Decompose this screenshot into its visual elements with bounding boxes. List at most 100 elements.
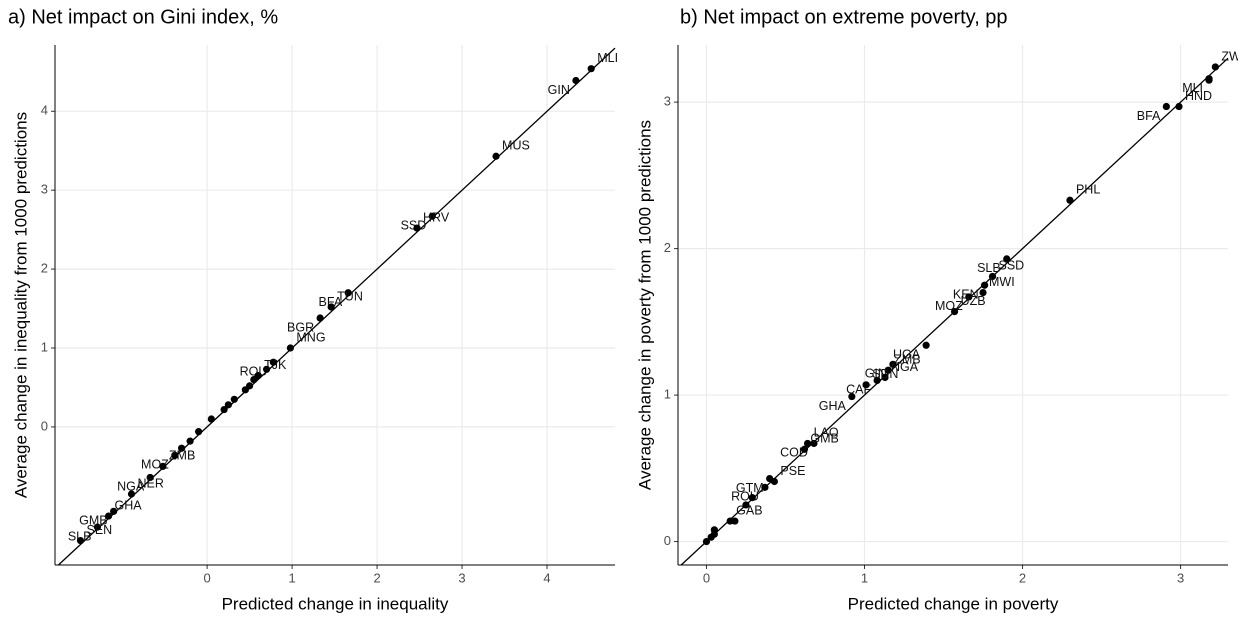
point-label: MUS bbox=[502, 139, 530, 153]
point bbox=[1162, 102, 1170, 111]
point bbox=[286, 344, 294, 352]
point bbox=[186, 437, 194, 445]
point bbox=[413, 224, 421, 232]
point-label: BGR bbox=[287, 320, 314, 334]
point bbox=[104, 512, 113, 520]
x-tick-label: 2 bbox=[1019, 570, 1026, 585]
point bbox=[110, 507, 118, 515]
y-axis-title: Average change in inequality from 1000 p… bbox=[11, 112, 30, 498]
y-tick-label: 2 bbox=[664, 240, 671, 255]
point bbox=[922, 341, 930, 349]
point-label: PHL bbox=[1076, 183, 1100, 197]
point bbox=[889, 360, 897, 368]
y-tick-label: 4 bbox=[41, 103, 48, 118]
x-tick-label: 3 bbox=[458, 570, 465, 585]
x-tick-label: 1 bbox=[861, 570, 868, 585]
point bbox=[1066, 196, 1074, 204]
point bbox=[748, 494, 756, 502]
point bbox=[988, 272, 997, 281]
point bbox=[810, 439, 818, 448]
point bbox=[159, 462, 167, 470]
point-label: GMB bbox=[810, 432, 838, 446]
y-tick-label: 3 bbox=[41, 182, 48, 197]
point-label: BFA bbox=[319, 295, 343, 309]
point-label: SLB bbox=[68, 529, 92, 543]
point bbox=[873, 376, 881, 385]
point bbox=[262, 365, 271, 373]
point bbox=[428, 212, 436, 220]
point bbox=[76, 536, 85, 545]
point bbox=[344, 289, 352, 297]
point-label: GHA bbox=[115, 498, 143, 512]
point bbox=[1211, 63, 1219, 71]
point-label: UGA bbox=[893, 348, 921, 362]
point bbox=[979, 288, 987, 297]
point-label: HRV bbox=[423, 210, 450, 224]
y-tick-label: 0 bbox=[664, 533, 671, 548]
point bbox=[702, 537, 711, 546]
point-label: HND bbox=[1185, 89, 1212, 103]
point bbox=[269, 358, 277, 366]
point bbox=[950, 307, 959, 316]
point-label: BFA bbox=[1137, 109, 1161, 123]
point bbox=[127, 490, 136, 498]
point bbox=[171, 451, 179, 459]
chart-title: b) Net impact on extreme poverty, pp bbox=[680, 6, 1008, 28]
point bbox=[224, 401, 232, 409]
point-label: LAO bbox=[814, 426, 839, 440]
point bbox=[862, 381, 870, 389]
point bbox=[195, 428, 203, 436]
point-label: MOZ bbox=[935, 299, 963, 313]
point bbox=[587, 65, 595, 73]
point bbox=[93, 523, 102, 531]
point-label: MLI bbox=[597, 51, 618, 65]
point bbox=[1205, 76, 1213, 84]
x-tick-label: 4 bbox=[543, 570, 550, 585]
point bbox=[848, 392, 856, 401]
x-axis-title: Predicted change in inequality bbox=[222, 594, 449, 613]
point-label: SSD bbox=[999, 259, 1025, 273]
point bbox=[146, 473, 154, 482]
point bbox=[207, 415, 215, 423]
point-label: NER bbox=[137, 476, 163, 490]
point-label: PSE bbox=[780, 464, 805, 478]
x-axis-title: Predicted change in poverty bbox=[848, 594, 1059, 613]
point bbox=[1003, 255, 1011, 263]
point-label: GIN bbox=[865, 367, 887, 381]
point bbox=[881, 373, 889, 382]
point bbox=[220, 405, 228, 414]
point bbox=[572, 76, 580, 85]
point bbox=[800, 445, 809, 453]
point bbox=[245, 382, 254, 390]
y-axis-title: Average change in poverty from 1000 pred… bbox=[635, 120, 654, 490]
chart-title: a) Net impact on Gini index, % bbox=[8, 6, 278, 28]
y-tick-label: 3 bbox=[664, 94, 671, 109]
point-label: SLB bbox=[977, 261, 1001, 275]
x-tick-label: 3 bbox=[1177, 570, 1184, 585]
point bbox=[770, 477, 779, 486]
point bbox=[230, 395, 238, 403]
x-tick-label: 0 bbox=[203, 570, 210, 585]
point-label: GIN bbox=[548, 83, 570, 97]
y-tick-label: 1 bbox=[41, 339, 48, 354]
point-label: GMB bbox=[79, 514, 107, 528]
point-label: NGA bbox=[891, 360, 919, 374]
point-label: ZWE bbox=[1221, 49, 1238, 63]
point bbox=[965, 293, 973, 301]
point-label: MWI bbox=[989, 275, 1015, 289]
point-label: GAB bbox=[736, 503, 762, 517]
y-tick-label: 1 bbox=[664, 387, 671, 402]
point-label: TUN bbox=[337, 289, 363, 303]
point bbox=[731, 517, 739, 525]
point-label: ZMB bbox=[894, 352, 920, 366]
x-tick-label: 1 bbox=[288, 570, 295, 585]
point-label: GHA bbox=[819, 399, 847, 413]
point-label: MNG bbox=[296, 330, 325, 344]
x-tick-label: 2 bbox=[373, 570, 380, 585]
point bbox=[316, 314, 324, 322]
point bbox=[884, 366, 892, 374]
point bbox=[178, 444, 186, 452]
point bbox=[981, 281, 989, 289]
point-label: SEN bbox=[86, 523, 112, 537]
